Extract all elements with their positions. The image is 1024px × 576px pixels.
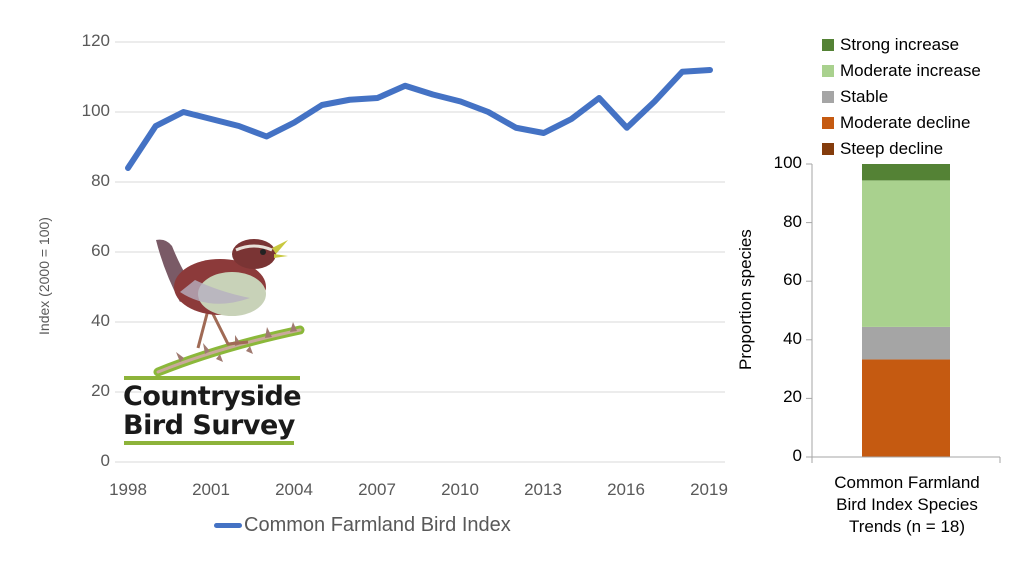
bar-y-axis-label: Proportion species <box>736 229 755 370</box>
legend-label: Moderate increase <box>840 61 981 80</box>
caption-line: Trends (n = 18) <box>848 517 966 536</box>
wren-bird-icon <box>153 239 305 377</box>
legend-swatch <box>822 39 834 51</box>
y-tick: 80 <box>91 171 110 190</box>
bar-category-label: Common Farmland Bird Index Species Trend… <box>812 472 1002 538</box>
y-tick: 20 <box>783 387 802 406</box>
legend-swatch <box>822 65 834 77</box>
logo-text-line1: Countryside <box>123 381 302 412</box>
legend-item-moderate-increase: Moderate increase <box>822 58 981 84</box>
y-tick: 60 <box>783 270 802 289</box>
y-tick: 120 <box>81 31 110 50</box>
stacked-bar-plot <box>806 163 1001 463</box>
y-tick: 0 <box>792 446 802 465</box>
legend-label: Stable <box>840 87 889 106</box>
caption-line: Bird Index Species <box>836 495 978 514</box>
x-tick: 2007 <box>358 480 396 499</box>
bar-chart-legend: Strong increase Moderate increase Stable… <box>822 32 981 162</box>
y-tick: 60 <box>91 241 110 260</box>
caption-line: Common Farmland <box>834 473 980 492</box>
y-tick: 20 <box>91 381 110 400</box>
x-tick: 2013 <box>524 480 562 499</box>
y-tick: 100 <box>81 101 110 120</box>
legend-item-moderate-decline: Moderate decline <box>822 110 981 136</box>
x-tick: 2010 <box>441 480 479 499</box>
legend-swatch <box>822 143 834 155</box>
legend-item-strong-increase: Strong increase <box>822 32 981 58</box>
y-tick: 100 <box>773 153 802 172</box>
x-tick: 2016 <box>607 480 645 499</box>
legend-label: Strong increase <box>840 35 960 54</box>
logo-bottom-bar <box>124 441 294 445</box>
x-tick: 2004 <box>275 480 313 499</box>
legend-line-swatch <box>214 523 242 529</box>
y-tick: 40 <box>91 311 110 330</box>
line-chart-legend: Common Farmland Bird Index <box>214 514 511 537</box>
legend-label: Moderate decline <box>840 113 971 132</box>
x-tick: 2001 <box>192 480 230 499</box>
logo-text-line2: Bird Survey <box>123 410 295 441</box>
y-tick: 40 <box>783 329 802 348</box>
legend-swatch <box>822 117 834 129</box>
legend-label: Common Farmland Bird Index <box>244 514 511 536</box>
legend-item-steep-decline: Steep decline <box>822 136 981 162</box>
x-tick: 2019 <box>690 480 728 499</box>
y-tick: 0 <box>100 451 110 470</box>
legend-label: Steep decline <box>840 139 944 158</box>
legend-item-stable: Stable <box>822 84 981 110</box>
y-tick: 80 <box>783 212 802 231</box>
x-tick: 1998 <box>109 480 147 499</box>
logo-top-bar <box>124 376 300 380</box>
legend-swatch <box>822 91 834 103</box>
